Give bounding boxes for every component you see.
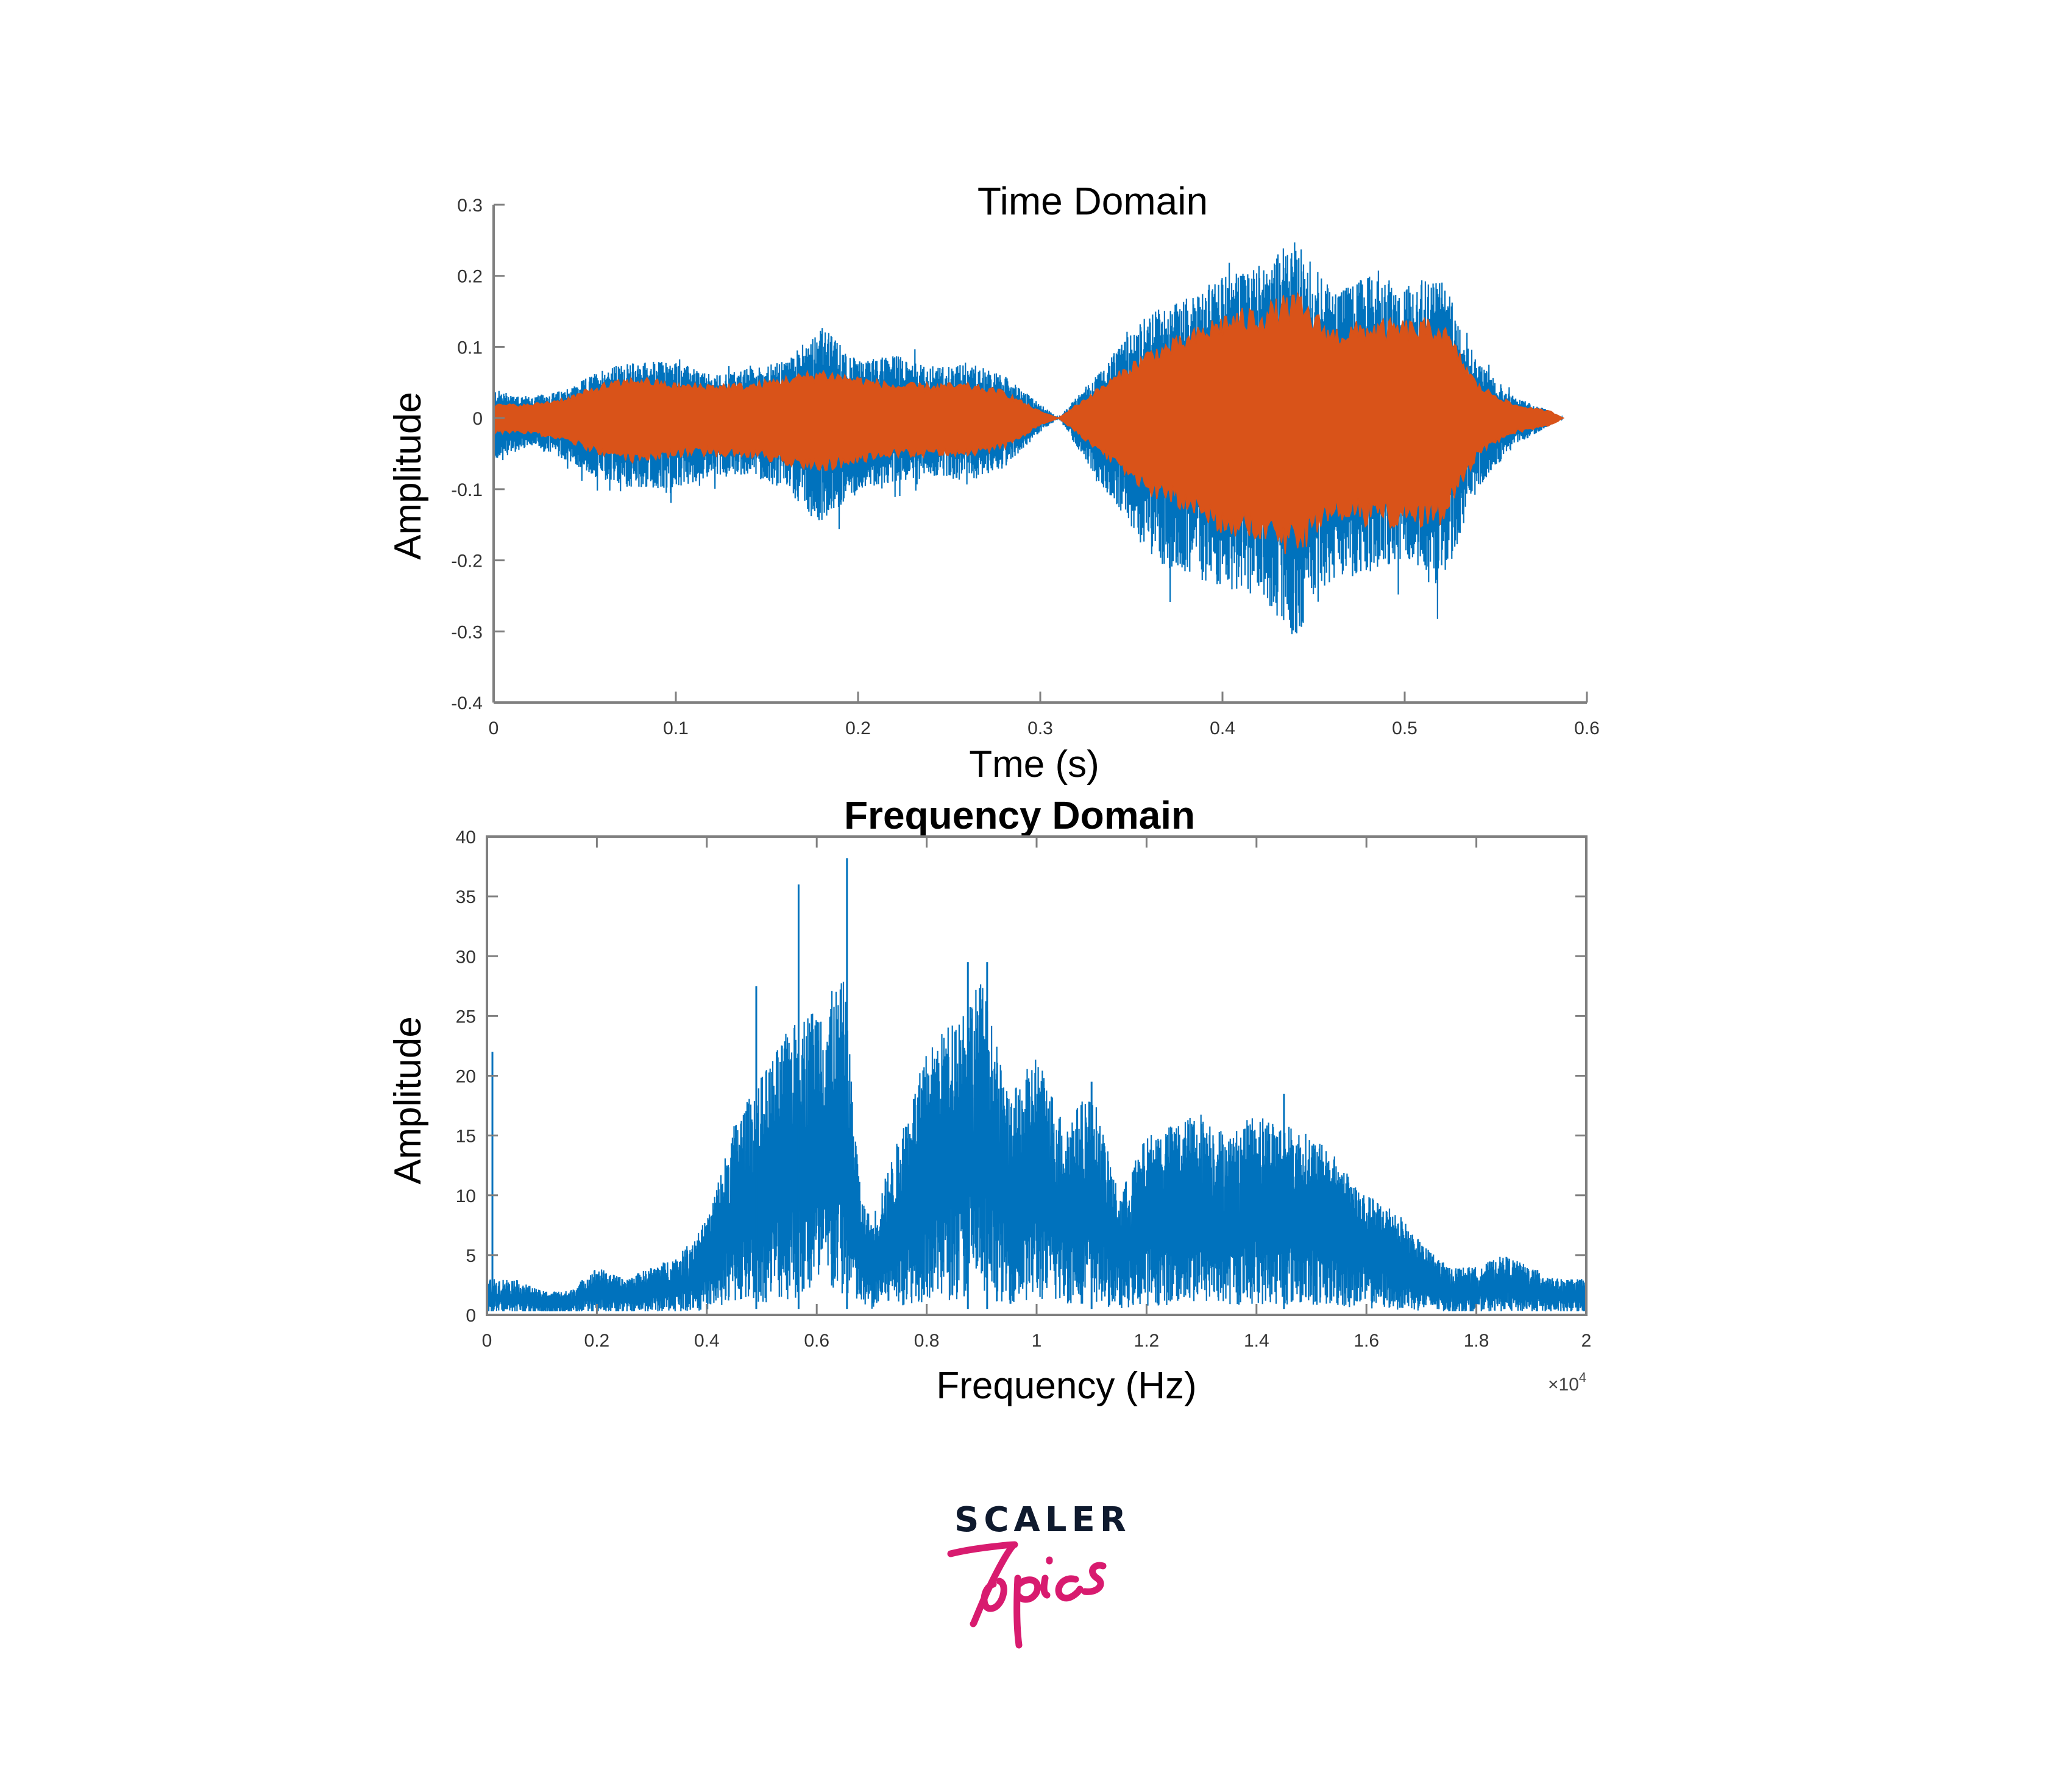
x-tick-label: 1 <box>1032 1331 1042 1351</box>
x-tick-label: 0.4 <box>694 1331 720 1351</box>
plot-area <box>492 242 1565 634</box>
axes <box>492 204 1588 704</box>
y-axis-label: Amplitude <box>387 392 429 560</box>
x-tick-label: 0.4 <box>1210 718 1235 738</box>
y-tick-label: 15 <box>456 1127 476 1147</box>
x-tick-label: 1.6 <box>1354 1331 1379 1351</box>
chart-title: Frequency Domain <box>844 793 1195 837</box>
y-tick-label: 35 <box>456 887 476 907</box>
logo <box>947 1541 1107 1649</box>
x-tick-label: 0 <box>489 718 499 738</box>
y-tick-label: 5 <box>466 1246 476 1266</box>
y-tick-label: 0.2 <box>457 267 483 287</box>
x-tick-label: 1.4 <box>1244 1331 1269 1351</box>
series-filtered-signal <box>493 291 1565 554</box>
x-axis-label: Frequency (Hz) <box>936 1365 1196 1407</box>
series-spectrum <box>486 982 1588 1312</box>
x-tick-label: 0.5 <box>1392 718 1417 738</box>
chart-title: Time Domain <box>977 179 1208 223</box>
x-tick-label: 1.8 <box>1464 1331 1489 1351</box>
y-tick-label: 0 <box>466 1306 476 1326</box>
y-tick-label: 30 <box>456 947 476 967</box>
multiplier-exponent: 4 <box>1579 1370 1586 1385</box>
frequency-domain-chart: Frequency Domain 0 0.2 0.4 0.6 0.8 1 1.2 1.4 1.6… <box>387 793 1591 1407</box>
logo-scaler-text: SCALER <box>954 1500 1131 1540</box>
plot-area <box>486 858 1588 1312</box>
y-tick-label: 40 <box>456 827 476 848</box>
y-tick-label: 25 <box>456 1007 476 1027</box>
y-tick-label: -0.2 <box>451 551 483 572</box>
x-tick-labels: 0 0.1 0.2 0.3 0.4 0.5 0.6 <box>489 718 1600 738</box>
x-tick-label: 0.8 <box>914 1331 940 1351</box>
x-tick-labels: 0 0.2 0.4 0.6 0.8 1 1.2 1.4 1.6 1.8 2 <box>482 1331 1592 1351</box>
x-tick-label: 0.2 <box>845 718 871 738</box>
x-tick-label: 0.6 <box>804 1331 829 1351</box>
y-axis-label: Amplitude <box>387 1016 429 1184</box>
y-tick-label: 0.3 <box>457 196 483 216</box>
y-tick-label: 20 <box>456 1067 476 1087</box>
y-tick-label: -0.3 <box>451 622 483 642</box>
y-tick-label: -0.4 <box>451 693 483 714</box>
y-tick-labels: 0 5 10 15 20 25 30 35 40 <box>456 827 476 1326</box>
x-tick-label: 0.1 <box>663 718 689 738</box>
x-axis-multiplier: ×104 <box>1548 1370 1586 1395</box>
x-tick-label: 0.3 <box>1027 718 1053 738</box>
y-tick-label: 0 <box>472 409 483 429</box>
x-tick-label: 0.6 <box>1574 718 1600 738</box>
y-tick-label: 10 <box>456 1186 476 1206</box>
axes <box>486 835 1588 1316</box>
x-tick-label: 2 <box>1581 1331 1592 1351</box>
x-tick-label: 0.2 <box>584 1331 610 1351</box>
x-tick-label: 1.2 <box>1134 1331 1160 1351</box>
x-tick-label: 0 <box>482 1331 492 1351</box>
y-tick-labels: -0.4 -0.3 -0.2 -0.1 0 0.1 0.2 0.3 <box>451 196 483 714</box>
y-tick-label: 0.1 <box>457 338 483 358</box>
x-axis-label: Tme (s) <box>969 743 1099 785</box>
y-tick-label: -0.1 <box>451 480 483 500</box>
multiplier-base: ×10 <box>1548 1375 1579 1395</box>
series-original-signal <box>492 242 1564 634</box>
logo-topics-script <box>947 1541 1107 1649</box>
time-domain-chart: Time Domain 0 0.1 0.2 0.3 0.4 0.5 0.6 -0.4 -0.3… <box>387 179 1600 785</box>
